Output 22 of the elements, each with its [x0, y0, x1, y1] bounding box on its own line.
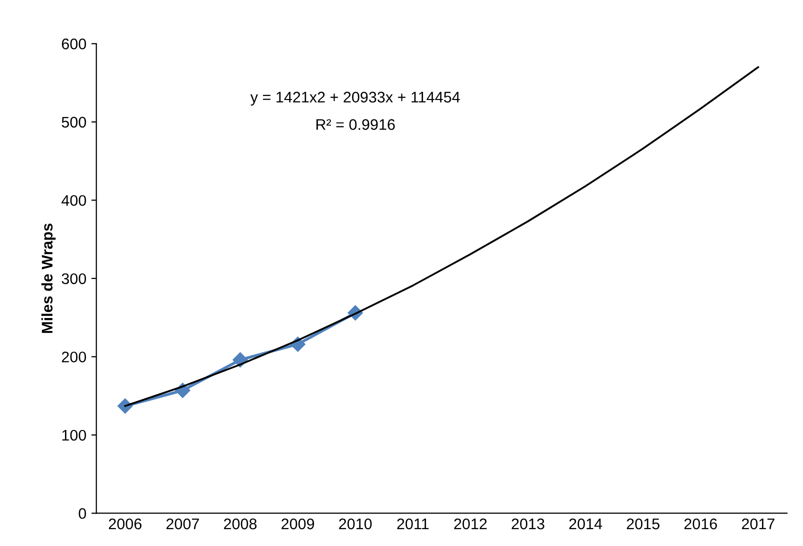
- y-axis-title: Miles de Wraps: [41, 224, 56, 333]
- annotation: R² = 0.9916: [316, 119, 395, 130]
- x-tick-label: 2015: [626, 518, 660, 530]
- x-tick-label: 2006: [108, 518, 142, 530]
- y-tick-label: 300: [62, 273, 86, 284]
- y-tick-label: 400: [62, 195, 86, 206]
- x-tick-label: 2007: [166, 518, 199, 530]
- y-tick-label: 500: [62, 116, 86, 128]
- x-tick-label: 2008: [224, 518, 257, 530]
- x-tick-label: 2009: [282, 518, 314, 530]
- x-tick-label: 2014: [569, 518, 602, 530]
- x-tick-label: 2016: [684, 518, 717, 530]
- x-tick-label: 2013: [512, 518, 544, 530]
- x-tick-label: 2017: [742, 518, 774, 530]
- y-tick-label: 100: [62, 430, 86, 441]
- x-tick-label: 2012: [454, 518, 487, 530]
- y-tick-label: 600: [62, 38, 86, 50]
- annotation: y = 1421x2 + 20933x + 114454: [250, 92, 460, 106]
- x-tick-label: 2011: [397, 518, 429, 530]
- x-tick-label: 2010: [339, 518, 372, 530]
- y-tick-label: 0: [78, 508, 86, 519]
- y-tick-label: 200: [62, 352, 86, 362]
